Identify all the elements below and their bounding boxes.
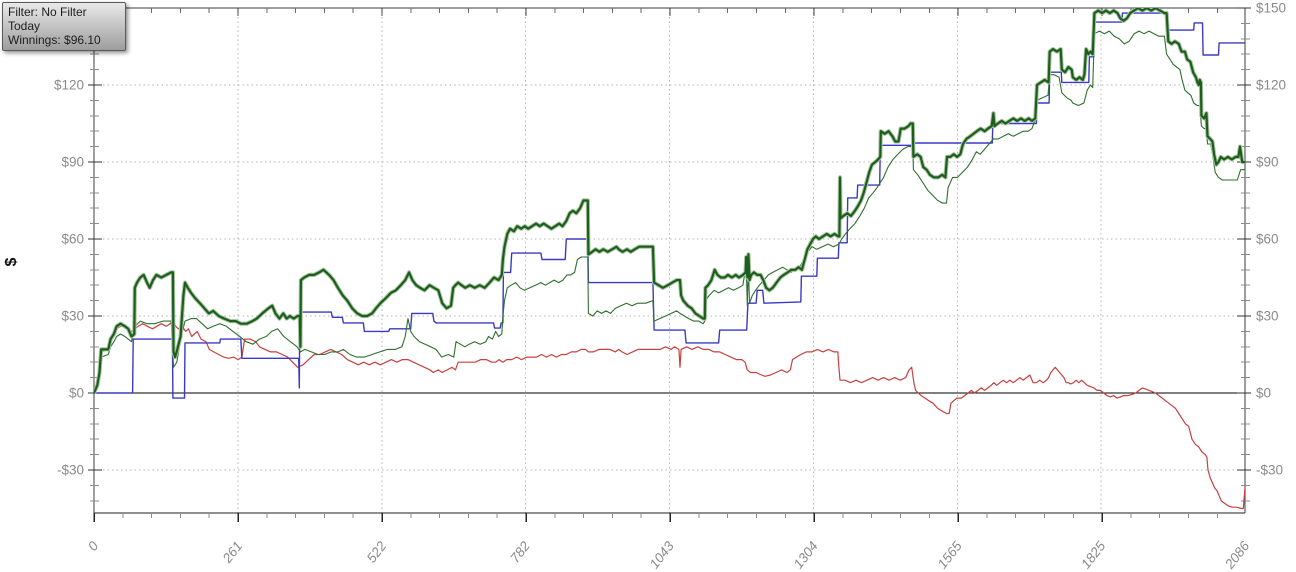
x-axis-label-group: 1825 [1078, 538, 1109, 571]
tooltip-winnings-line: Winnings: $96.10 [8, 33, 101, 47]
x-axis-label-group: 1565 [935, 538, 966, 571]
y-axis-label-left: $90 [61, 154, 84, 169]
y-axis-label-right: $30 [1256, 308, 1279, 323]
x-axis-label-group: 0 [85, 538, 102, 554]
x-axis-label: 1565 [935, 538, 966, 571]
y-axis-label-right: $150 [1256, 0, 1286, 15]
x-axis-label-group: 1043 [647, 538, 678, 571]
y-axis-label-right: $120 [1256, 77, 1286, 92]
y-axis-label-right: $60 [1256, 231, 1279, 246]
y-axis-label-right: -$30 [1256, 463, 1283, 478]
y-axis-title: $ [3, 257, 20, 267]
x-axis-label-group: 782 [507, 538, 533, 565]
x-axis-label: 1304 [791, 539, 821, 572]
y-axis-label-left: $0 [69, 386, 84, 401]
x-axis-label-group: 1304 [791, 539, 821, 572]
x-axis-label-group: 522 [364, 538, 390, 565]
y-axis-label-right: $0 [1256, 386, 1271, 401]
y-axis-label-left: $60 [61, 231, 84, 246]
filter-tooltip: Filter: No Filter Today Winnings: $96.10 [2, 2, 126, 51]
x-axis-label: 2086 [1221, 538, 1252, 572]
y-axis-label-right: $90 [1256, 154, 1279, 169]
series-green-thin-line [94, 30, 1245, 394]
x-axis-label: 0 [85, 538, 102, 554]
x-axis-label: 261 [219, 539, 245, 567]
y-axis-label-left: $30 [61, 308, 84, 323]
y-axis-label-left: -$30 [57, 463, 84, 478]
series-red-line [94, 320, 1245, 510]
x-axis-label: 522 [364, 538, 390, 565]
tooltip-filter-line: Filter: No Filter [8, 5, 87, 19]
x-axis-label: 1043 [647, 538, 678, 571]
y-axis-label-left: $120 [54, 77, 84, 92]
x-axis-label: 782 [507, 538, 533, 565]
tooltip-period-line: Today [8, 19, 41, 33]
x-axis-label: 1825 [1078, 538, 1109, 571]
series-green-bold-line-halo [94, 8, 1245, 394]
x-axis-label-group: 261 [219, 539, 245, 567]
series-green-bold-line [94, 8, 1245, 394]
series-blue-line [94, 12, 1245, 399]
x-axis-label-group: 2086 [1221, 538, 1252, 572]
